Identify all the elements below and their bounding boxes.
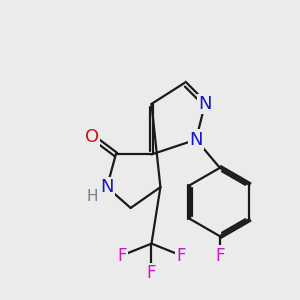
Text: O: O xyxy=(85,128,99,146)
Text: F: F xyxy=(176,247,186,265)
Text: N: N xyxy=(198,95,212,113)
Text: H: H xyxy=(86,189,98,204)
Text: F: F xyxy=(117,247,127,265)
Text: F: F xyxy=(147,264,156,282)
Text: N: N xyxy=(189,130,203,148)
Text: F: F xyxy=(215,247,225,265)
Text: N: N xyxy=(100,178,114,196)
